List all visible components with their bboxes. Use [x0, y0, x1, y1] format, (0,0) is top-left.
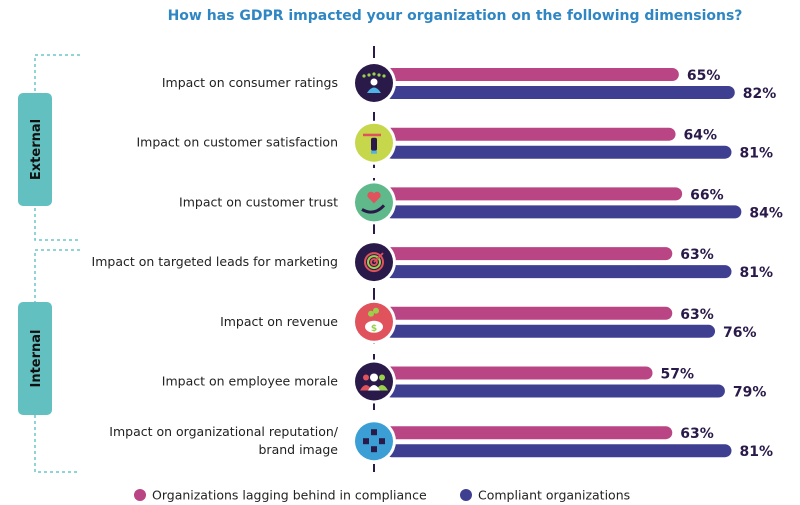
bar-lagging: [385, 366, 653, 380]
person-head: [370, 78, 378, 86]
bar-lagging: [385, 247, 673, 261]
data-label: 63%: [680, 247, 714, 263]
star-icon: [382, 74, 386, 78]
group-label: Internal: [29, 329, 44, 387]
target-ring: [364, 252, 384, 273]
bar-compliant: [385, 86, 735, 99]
category-label: Impact on organizational reputation/: [109, 424, 338, 439]
group-box-internal: [18, 302, 52, 415]
bar-lagging: [385, 127, 676, 141]
data-label: 84%: [749, 205, 783, 221]
bar-lagging: [385, 306, 673, 320]
legend-marker: [460, 489, 472, 501]
touch-like-icon: [355, 123, 393, 162]
rated-person-icon: [355, 64, 393, 102]
category-label: Impact on consumer ratings: [162, 75, 338, 90]
rating-bar: [363, 133, 381, 137]
group-bracket-external: [34, 54, 80, 241]
legend-marker: [134, 489, 146, 501]
category-label: Impact on revenue: [220, 314, 338, 329]
category-label: brand image: [259, 442, 339, 457]
bar-lagging: [385, 426, 673, 440]
hand-shape: [361, 204, 386, 214]
bar-compliant: [385, 205, 742, 219]
chart-title: How has GDPR impacted your organization …: [167, 8, 743, 24]
data-label: 81%: [739, 444, 773, 460]
star-icon: [362, 74, 366, 78]
data-label: 64%: [684, 128, 718, 144]
dollar-sign: $: [371, 324, 377, 334]
bar-lagging: [385, 187, 683, 201]
coin: [368, 310, 374, 317]
coin: [373, 307, 379, 314]
category-label: Impact on employee morale: [162, 374, 339, 389]
star-icon: [377, 73, 381, 77]
person-node: [363, 438, 369, 445]
category-label: Impact on customer satisfaction: [136, 135, 338, 150]
category-label: Impact on targeted leads for marketing: [92, 254, 338, 269]
heart-shape: [367, 191, 381, 204]
person-head: [379, 374, 385, 381]
bar-lagging: [385, 68, 679, 81]
heart-in-hand-icon: [355, 183, 393, 222]
target-ring: [370, 258, 378, 267]
person-node: [379, 438, 385, 445]
piggy-body: [365, 320, 383, 333]
cuff: [371, 150, 377, 154]
star-icon: [372, 72, 376, 76]
data-label: 82%: [743, 86, 777, 102]
person-node: [371, 429, 377, 436]
data-label: 65%: [687, 68, 721, 84]
data-label: 81%: [739, 265, 773, 281]
piggy-bank-icon: $: [355, 302, 393, 341]
bar-compliant: [385, 324, 716, 338]
person-head: [370, 373, 378, 382]
arrow: [373, 252, 384, 263]
bar-compliant: [385, 265, 732, 279]
bar-compliant: [385, 384, 725, 398]
data-label: 63%: [680, 426, 714, 442]
network-people-icon: [355, 422, 393, 461]
icon-background: [355, 422, 393, 461]
employees-icon: [355, 362, 393, 401]
hand-shape: [371, 137, 377, 151]
target-icon: [355, 243, 393, 282]
person-node: [371, 446, 377, 453]
data-label: 57%: [661, 367, 695, 383]
data-label: 81%: [739, 146, 773, 162]
data-label: 79%: [733, 385, 767, 401]
group-box-external: [18, 93, 52, 206]
person-head: [363, 374, 369, 381]
target-ring: [367, 255, 381, 270]
category-label: Impact on customer trust: [179, 194, 338, 209]
star-icon: [367, 73, 371, 77]
legend-label: Organizations lagging behind in complian…: [152, 488, 427, 503]
bar-compliant: [385, 145, 732, 159]
person-body: [368, 385, 380, 391]
legend-label: Compliant organizations: [478, 488, 630, 503]
bar-compliant: [385, 444, 732, 458]
data-label: 63%: [680, 307, 714, 323]
data-label: 66%: [690, 187, 724, 203]
person-body: [367, 87, 381, 93]
group-label: External: [29, 119, 44, 180]
data-label: 76%: [723, 325, 757, 341]
